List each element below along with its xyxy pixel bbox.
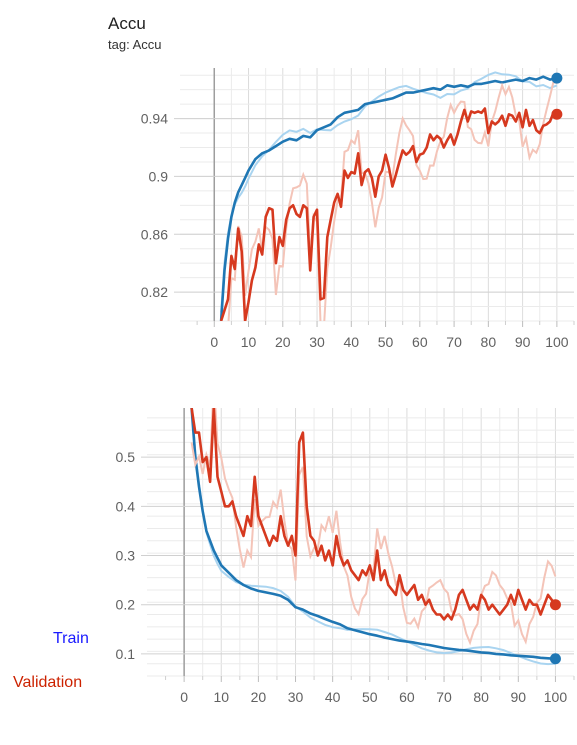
xtick-label: 90 (511, 689, 527, 705)
xtick-label: 80 (481, 334, 497, 350)
grid (147, 408, 574, 677)
series-end-point (549, 599, 561, 611)
series-end-point (551, 72, 563, 84)
xtick-label: 20 (251, 689, 267, 705)
series-end-point (549, 653, 561, 665)
plot-area (219, 71, 558, 321)
xtick-label: 50 (378, 334, 394, 350)
xtick-label: 40 (325, 689, 341, 705)
xtick-label: 10 (241, 334, 257, 350)
ytick-label: 0.2 (116, 597, 136, 613)
series-raw-line (190, 408, 557, 646)
xtick-label: 60 (399, 689, 415, 705)
xtick-label: 70 (446, 334, 462, 350)
series-line (190, 408, 556, 661)
legend-validation: Validation (13, 674, 83, 691)
plot-area (190, 408, 557, 666)
legend-train: Train (53, 630, 89, 647)
series-line (190, 408, 557, 621)
xtick-label: 20 (275, 334, 291, 350)
ytick-label: 0.4 (116, 498, 136, 514)
chart-title: Accu (108, 14, 146, 33)
xtick-label: 50 (362, 689, 378, 705)
loss-chart: 0.1 0.2 0.3 0.4 0.5 0 10 20 30 40 50 60 70 80 90 100 (116, 408, 575, 705)
xtick-label: 100 (544, 689, 568, 705)
xtick-label: 0 (180, 689, 188, 705)
xtick-label: 90 (515, 334, 531, 350)
series-raw-line (191, 408, 556, 666)
ytick-label: 0.94 (141, 111, 168, 127)
accuracy-chart: 0.82 0.86 0.9 0.94 0 10 20 30 40 50 60 70 80 90 100 (141, 68, 575, 350)
xtick-label: 70 (436, 689, 452, 705)
xtick-label: 10 (213, 689, 229, 705)
ytick-label: 0.86 (141, 226, 168, 242)
xtick-label: 100 (545, 334, 569, 350)
ytick-label: 0.82 (141, 284, 168, 300)
xtick-label: 30 (309, 334, 325, 350)
ytick-label: 0.5 (116, 449, 136, 465)
xtick-label: 40 (344, 334, 360, 350)
series-raw-line (220, 71, 558, 313)
xtick-label: 60 (412, 334, 428, 350)
ytick-label: 0.9 (149, 168, 169, 184)
series-line (219, 75, 558, 321)
xtick-label: 80 (473, 689, 489, 705)
series-line (219, 107, 558, 321)
chart-subtitle: tag: Accu (108, 37, 162, 52)
ytick-label: 0.3 (116, 548, 136, 564)
xtick-label: 30 (288, 689, 304, 705)
ytick-label: 0.1 (116, 646, 136, 662)
xtick-label: 0 (210, 334, 218, 350)
series-end-point (551, 108, 563, 120)
